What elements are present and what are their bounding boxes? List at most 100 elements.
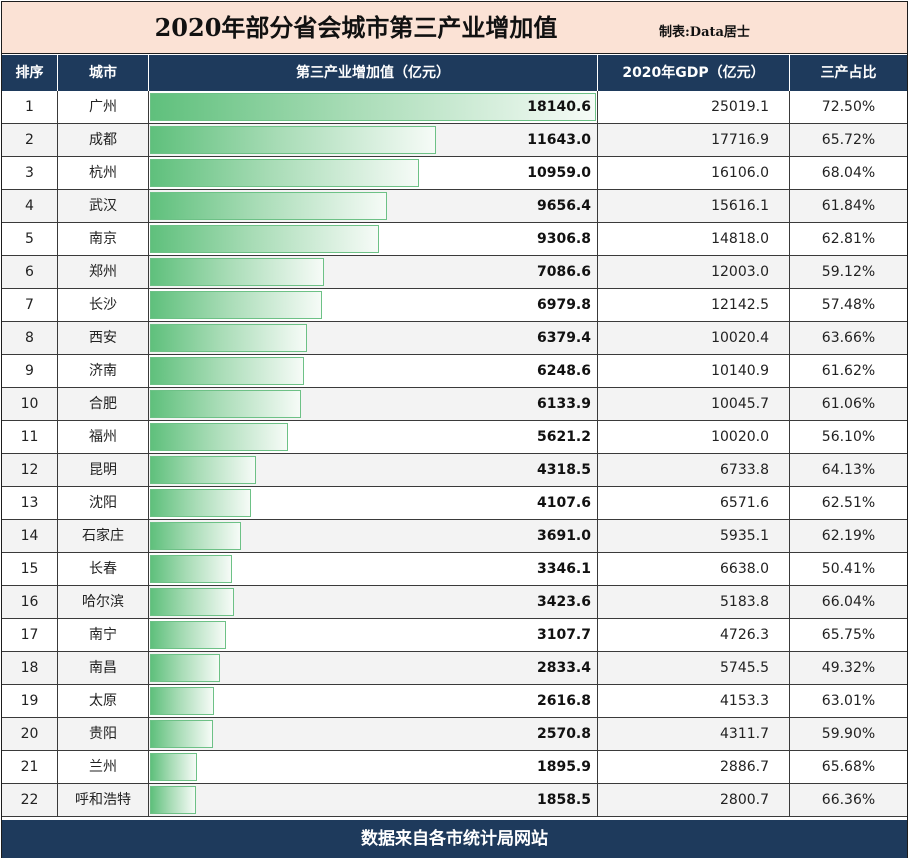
ratio-cell: 61.06% bbox=[821, 396, 876, 412]
rank-cell: 17 bbox=[2, 619, 58, 651]
table-row: 10 合肥 6133.9 10045.7 61.06% bbox=[2, 388, 907, 421]
table-row: 21 兰州 1895.9 2886.7 65.68% bbox=[2, 751, 907, 784]
bar-cell: 9306.8 bbox=[149, 223, 598, 255]
bar-value-label: 4318.5 bbox=[536, 462, 591, 478]
city-cell: 广州 bbox=[58, 91, 149, 123]
gdp-cell: 12142.5 bbox=[598, 289, 790, 321]
bar-cell: 6133.9 bbox=[149, 388, 598, 420]
page-title: 2020年部分省会城市第三产业增加值 bbox=[154, 13, 558, 42]
rank-cell: 13 bbox=[2, 487, 58, 519]
bar-value-label: 6979.8 bbox=[536, 297, 591, 313]
city-cell: 西安 bbox=[58, 322, 149, 354]
gdp-cell: 5183.8 bbox=[598, 586, 790, 618]
gdp-cell: 12003.0 bbox=[598, 256, 790, 288]
gdp-cell: 2800.7 bbox=[598, 784, 790, 816]
rank-cell: 19 bbox=[2, 685, 58, 717]
gdp-cell: 4153.3 bbox=[598, 685, 790, 717]
table-header: 排序 城市 第三产业增加值（亿元） 2020年GDP（亿元） 三产占比 bbox=[2, 55, 907, 91]
author-credit: 制表:Data居士 bbox=[659, 25, 750, 40]
table-row: 18 南昌 2833.4 5745.5 49.32% bbox=[2, 652, 907, 685]
rank-cell: 5 bbox=[2, 223, 58, 255]
gdp-cell: 16106.0 bbox=[598, 157, 790, 189]
bar-value-label: 3107.7 bbox=[536, 627, 591, 643]
table-row: 6 郑州 7086.6 12003.0 59.12% bbox=[2, 256, 907, 289]
gdp-cell: 4311.7 bbox=[598, 718, 790, 750]
ratio-cell: 59.90% bbox=[821, 726, 876, 742]
gdp-cell: 17716.9 bbox=[598, 124, 790, 156]
bar-cell: 11643.0 bbox=[149, 124, 598, 156]
city-cell: 南宁 bbox=[58, 619, 149, 651]
bar-cell: 3691.0 bbox=[149, 520, 598, 552]
rank-cell: 22 bbox=[2, 784, 58, 816]
ratio-cell: 65.75% bbox=[821, 627, 876, 643]
rank-cell: 3 bbox=[2, 157, 58, 189]
data-bar bbox=[150, 126, 437, 154]
data-bar bbox=[150, 456, 257, 484]
table-row: 20 贵阳 2570.8 4311.7 59.90% bbox=[2, 718, 907, 751]
gdp-cell: 6733.8 bbox=[598, 454, 790, 486]
ratio-cell: 57.48% bbox=[821, 297, 876, 313]
data-bar bbox=[150, 390, 301, 418]
bar-cell: 7086.6 bbox=[149, 256, 598, 288]
gdp-cell: 10045.7 bbox=[598, 388, 790, 420]
rank-cell: 1 bbox=[2, 91, 58, 123]
table-row: 19 太原 2616.8 4153.3 63.01% bbox=[2, 685, 907, 718]
rank-cell: 12 bbox=[2, 454, 58, 486]
bar-value-label: 9656.4 bbox=[536, 198, 591, 214]
gdp-cell: 6638.0 bbox=[598, 553, 790, 585]
data-bar bbox=[150, 489, 251, 517]
gdp-cell: 5935.1 bbox=[598, 520, 790, 552]
rank-cell: 11 bbox=[2, 421, 58, 453]
city-cell: 兰州 bbox=[58, 751, 149, 783]
bar-cell: 4318.5 bbox=[149, 454, 598, 486]
ratio-cell: 63.66% bbox=[821, 330, 876, 346]
bar-value-label: 2833.4 bbox=[536, 660, 591, 676]
city-cell: 济南 bbox=[58, 355, 149, 387]
city-cell: 成都 bbox=[58, 124, 149, 156]
bar-cell: 2570.8 bbox=[149, 718, 598, 750]
city-cell: 福州 bbox=[58, 421, 149, 453]
city-cell: 石家庄 bbox=[58, 520, 149, 552]
table-row: 11 福州 5621.2 10020.0 56.10% bbox=[2, 421, 907, 454]
gdp-cell: 10020.4 bbox=[598, 322, 790, 354]
bar-value-label: 2616.8 bbox=[536, 693, 591, 709]
bar-cell: 6979.8 bbox=[149, 289, 598, 321]
rank-cell: 20 bbox=[2, 718, 58, 750]
data-bar bbox=[150, 324, 307, 352]
gdp-cell: 6571.6 bbox=[598, 487, 790, 519]
city-cell: 长春 bbox=[58, 553, 149, 585]
city-cell: 武汉 bbox=[58, 190, 149, 222]
gdp-cell: 14818.0 bbox=[598, 223, 790, 255]
gdp-cell: 4726.3 bbox=[598, 619, 790, 651]
bar-value-label: 1895.9 bbox=[536, 759, 591, 775]
rank-cell: 2 bbox=[2, 124, 58, 156]
city-cell: 沈阳 bbox=[58, 487, 149, 519]
ratio-cell: 66.36% bbox=[821, 792, 876, 808]
source-footer: 数据来自各市统计局网站 bbox=[2, 820, 907, 858]
gdp-cell: 10020.0 bbox=[598, 421, 790, 453]
ratio-cell: 65.72% bbox=[821, 132, 876, 148]
data-bar bbox=[150, 258, 325, 286]
ratio-cell: 62.19% bbox=[821, 528, 876, 544]
rank-cell: 9 bbox=[2, 355, 58, 387]
ratio-cell: 63.01% bbox=[821, 693, 876, 709]
bar-value-label: 3691.0 bbox=[536, 528, 591, 544]
bar-cell: 9656.4 bbox=[149, 190, 598, 222]
bar-cell: 4107.6 bbox=[149, 487, 598, 519]
ratio-cell: 62.81% bbox=[821, 231, 876, 247]
ratio-cell: 68.04% bbox=[821, 165, 876, 181]
data-bar bbox=[150, 588, 235, 616]
city-cell: 哈尔滨 bbox=[58, 586, 149, 618]
bar-value-label: 6379.4 bbox=[536, 330, 591, 346]
rank-cell: 18 bbox=[2, 652, 58, 684]
city-cell: 太原 bbox=[58, 685, 149, 717]
data-bar bbox=[150, 291, 322, 319]
bar-value-label: 1858.5 bbox=[536, 792, 591, 808]
bar-cell: 6248.6 bbox=[149, 355, 598, 387]
table-row: 12 昆明 4318.5 6733.8 64.13% bbox=[2, 454, 907, 487]
table-row: 8 西安 6379.4 10020.4 63.66% bbox=[2, 322, 907, 355]
city-cell: 呼和浩特 bbox=[58, 784, 149, 816]
data-bar bbox=[150, 753, 197, 781]
bar-cell: 5621.2 bbox=[149, 421, 598, 453]
rank-cell: 8 bbox=[2, 322, 58, 354]
